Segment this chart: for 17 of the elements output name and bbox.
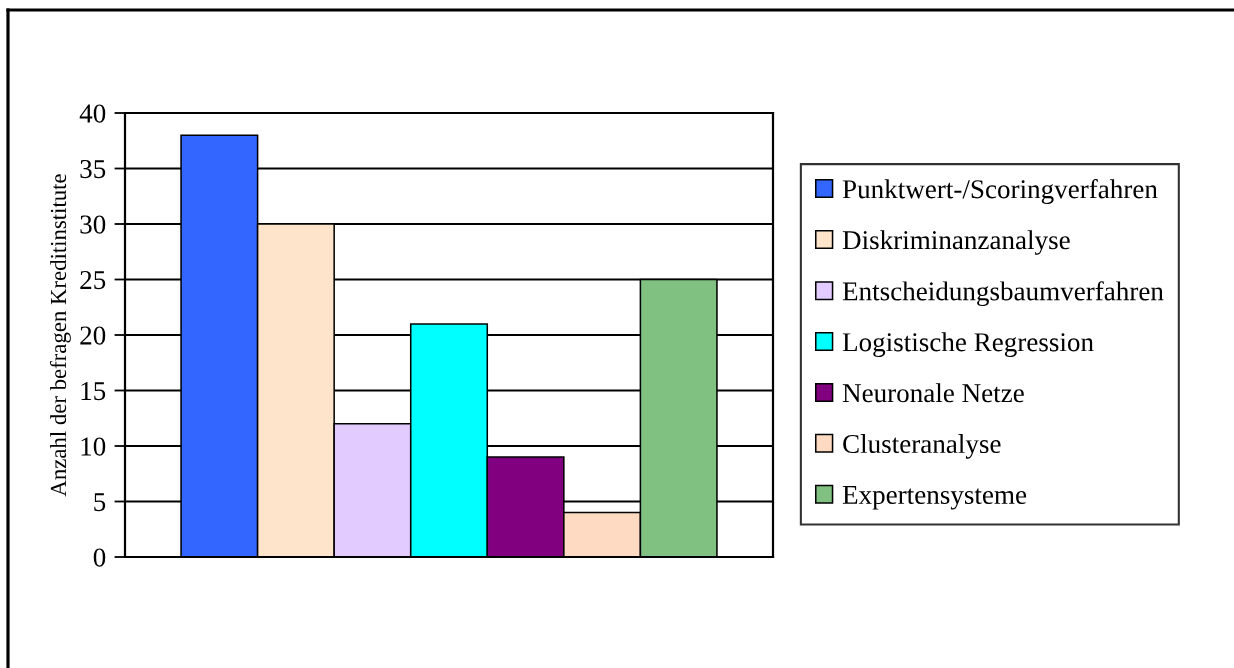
y-tick-label: 5: [94, 493, 106, 512]
y-tick-label: 40: [79, 104, 106, 123]
legend-label: Entscheidungsbaumverfahren: [842, 281, 1164, 307]
y-tick-label: 25: [80, 270, 106, 290]
y-tick-label: 0: [93, 548, 106, 567]
y-axis-title: Anzahl der befragen Kreditinstitute: [49, 174, 71, 497]
legend-label: Clusteranalyse: [843, 434, 1001, 459]
legend-label: Neuronale Netze: [842, 383, 1024, 403]
y-tick-label: 15: [81, 382, 106, 401]
legend-label: Diskriminanzanalyse: [842, 230, 1070, 255]
legend-label: Expertensysteme: [842, 486, 1027, 510]
y-tick-label: 20: [80, 326, 106, 345]
y-tick-label: 30: [80, 215, 106, 234]
legend-label: Punktwert-/Scoringverfahren: [842, 179, 1158, 204]
y-tick-label: 35: [80, 159, 106, 179]
y-tick-label: 10: [81, 437, 106, 456]
legend-label: Logistische Regression: [842, 332, 1094, 357]
